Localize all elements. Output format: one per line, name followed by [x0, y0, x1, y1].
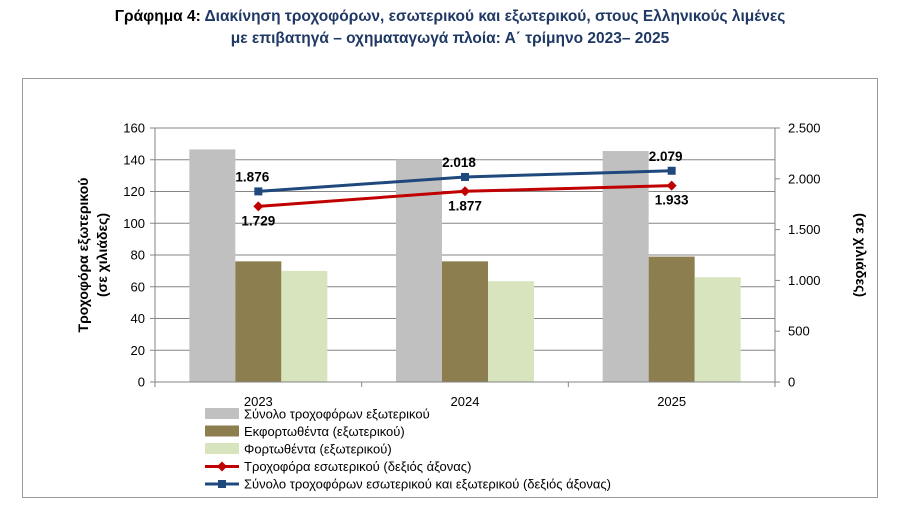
bar: [648, 256, 695, 382]
x-tick-label: 2023: [244, 394, 273, 409]
legend-label: Σύνολο τροχοφόρων εσωτερικού και εξωτερι…: [244, 477, 611, 492]
legend-swatch: [205, 408, 239, 419]
y-axis-label: Τροχοφόρα εξωτερικού: [75, 178, 91, 333]
y-tick-label: 40: [131, 311, 145, 326]
y-tick-label: 100: [123, 216, 145, 231]
legend-label: Τροχοφόρα εσωτερικού (δεξιός άξονας): [244, 459, 471, 474]
chart-title-text: Διακίνηση τροχοφόρων, εσωτερικού και εξω…: [204, 8, 786, 25]
legend-label: Φορτωθέντα (εξωτερικού): [244, 442, 392, 457]
legend-marker: [218, 480, 226, 488]
bar: [235, 261, 282, 382]
legend-swatch: [205, 425, 239, 437]
y-right-tick-label: 1.500: [788, 222, 821, 237]
series-point: [253, 201, 264, 212]
series-point: [461, 172, 469, 181]
y-tick-label: 20: [131, 343, 145, 358]
chart-title-lead: Γράφημα 4:: [114, 8, 201, 25]
y-right-tick-label: 2.000: [788, 171, 821, 186]
data-label: 1.933: [655, 193, 689, 208]
series-point: [667, 166, 676, 175]
y-tick-label: 140: [123, 152, 145, 167]
data-label: 2.018: [442, 155, 476, 170]
legend-swatch: [205, 443, 239, 454]
chart-frame: [22, 78, 878, 498]
data-label: 1.729: [241, 213, 275, 228]
bar: [189, 149, 236, 382]
bar: [694, 277, 741, 382]
y-axis-label-sub: (σε χιλιάδες): [94, 213, 110, 297]
bar: [488, 281, 534, 382]
x-tick-label: 2025: [657, 394, 686, 409]
series-point: [460, 186, 470, 197]
series-point: [254, 187, 263, 196]
bar: [442, 261, 488, 382]
chart-title-line-1: Γράφημα 4: Διακίνηση τροχοφόρων, εσωτερι…: [0, 8, 900, 26]
data-label: 2.079: [649, 149, 683, 164]
data-label: 1.876: [235, 169, 269, 184]
y-right-tick-label: 0: [788, 375, 795, 390]
legend-label: Σύνολο τροχοφόρων εξωτερικού: [244, 407, 430, 422]
y-tick-label: 120: [123, 184, 145, 199]
chart-title-line-2: με επιβατηγά – οχηματαγωγά πλοία: Α΄ τρί…: [230, 30, 670, 47]
bar: [602, 151, 649, 382]
y-right-tick-label: 2.500: [788, 121, 821, 136]
y-right-tick-label: 500: [788, 324, 810, 339]
data-label: 1.877: [448, 198, 482, 213]
y-tick-label: 80: [131, 248, 145, 263]
series-point: [666, 180, 677, 191]
y-tick-label: 60: [131, 279, 145, 294]
x-tick-label: 2024: [451, 394, 480, 409]
y-right-tick-label: 1.000: [788, 273, 821, 288]
legend-marker: [217, 461, 227, 472]
y-axis-right-label: (σε χιλιάδες): [853, 213, 869, 297]
legend-label: Εκφορτωθέντα (εξωτερικού): [244, 424, 405, 439]
y-tick-label: 0: [138, 375, 145, 390]
y-tick-label: 160: [123, 121, 145, 136]
bar: [281, 270, 328, 382]
